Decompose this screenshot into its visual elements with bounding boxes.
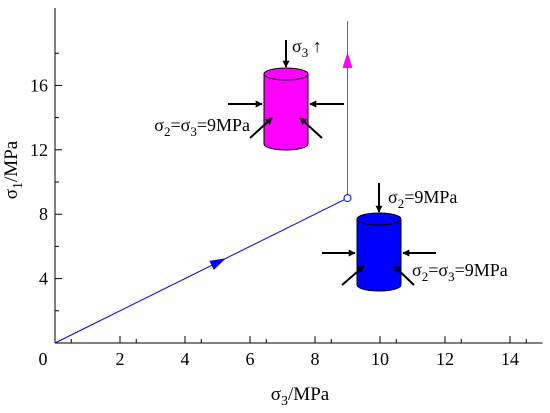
lateral-load-arrow-front	[249, 117, 273, 139]
annotation-pink-confining-part: =σ	[170, 115, 190, 135]
annotation-sigma3-up-part: σ	[292, 36, 302, 56]
cylinder-body	[356, 218, 402, 292]
y-tick-label: 16	[30, 75, 48, 95]
annotation-pink-confining: σ2=σ3=9MPa	[154, 115, 250, 139]
x-tick-label: 8	[311, 349, 320, 369]
annotation-blue-confining-part: =σ	[428, 260, 448, 280]
annotation-blue-confining-part: σ	[412, 260, 422, 280]
annotation-blue-axial-part: σ	[388, 187, 398, 207]
annotation-blue-axial-part: 2	[398, 196, 405, 211]
cylinder-top	[263, 67, 309, 81]
annotation-blue-axial-part: =9MPa	[404, 187, 457, 207]
lateral-load-arrow-front	[341, 265, 365, 286]
y-axis-title: σ1/MPa	[1, 140, 26, 199]
x-tick-label: 10	[371, 349, 389, 369]
annotation-blue-axial: σ2=9MPa	[388, 187, 457, 211]
lateral-load-arrow-back	[393, 265, 415, 286]
y-axis-title-part: /MPa	[1, 140, 22, 182]
y-tick-label: 4	[39, 269, 48, 289]
x-tick-label: 14	[501, 349, 519, 369]
cylinder-body	[263, 73, 309, 151]
annotation-pink-confining-part: σ	[154, 115, 164, 135]
x-axis-title-part: /MPa	[288, 384, 330, 405]
cylinder-top	[356, 212, 402, 226]
lateral-load-arrow-back	[299, 117, 323, 139]
origin-label: 0	[39, 349, 48, 369]
series-direction-arrow-0	[209, 258, 226, 270]
x-axis-title-part: σ	[271, 384, 281, 405]
series-direction-arrow-1	[342, 51, 353, 68]
annotation-blue-confining-part: =9MPa	[455, 260, 508, 280]
y-axis-title-part: σ	[1, 189, 22, 199]
annotation-blue-confining-part: 3	[448, 269, 455, 284]
annotation-pink-confining-part: =9MPa	[197, 115, 250, 135]
annotation-sigma3-up-part: 3	[302, 45, 309, 60]
specimen-illustrations	[228, 40, 436, 292]
y-tick-label: 12	[30, 140, 48, 160]
x-tick-label: 2	[116, 349, 125, 369]
data-series	[54, 21, 353, 344]
x-axis-title-part: 3	[281, 394, 288, 409]
annotation-sigma3-up-part: ↑	[308, 36, 322, 56]
y-tick-label: 8	[39, 204, 48, 224]
annotation-sigma3-up: σ3 ↑	[292, 36, 322, 60]
pink-specimen	[228, 40, 344, 151]
series-line-0	[54, 197, 348, 344]
y-axis-title-part: 1	[11, 182, 26, 189]
annotation-pink-confining-part: 3	[190, 124, 197, 139]
x-tick-label: 12	[436, 349, 454, 369]
annotation-pink-confining-part: 2	[164, 124, 171, 139]
blue-specimen	[322, 183, 436, 292]
annotation-blue-confining: σ2=σ3=9MPa	[412, 260, 508, 284]
annotation-blue-confining-part: 2	[422, 269, 429, 284]
x-axis-title: σ3/MPa	[271, 384, 330, 409]
x-tick-label: 6	[246, 349, 255, 369]
x-tick-label: 4	[181, 349, 190, 369]
turning-point-marker	[343, 194, 352, 203]
